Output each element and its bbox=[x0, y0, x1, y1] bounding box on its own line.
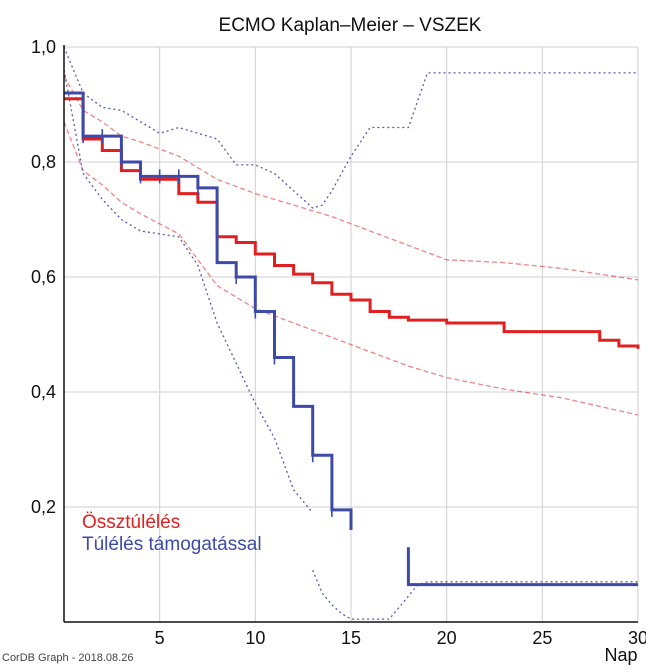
survival-curves bbox=[64, 91, 640, 587]
x-tick-label: 10 bbox=[245, 628, 265, 648]
ci-lower-tail-line bbox=[312, 570, 638, 620]
grid bbox=[64, 46, 639, 622]
legend-entry: Túlélés támogatással bbox=[82, 534, 262, 555]
x-tick-label: 20 bbox=[437, 628, 457, 648]
ci-upper-line bbox=[63, 46, 638, 209]
y-tick-label: 0,2 bbox=[31, 497, 56, 517]
y-tick-label: 0,8 bbox=[31, 152, 56, 172]
x-tick-label: 5 bbox=[155, 628, 165, 648]
confidence-bands bbox=[63, 46, 639, 620]
axes bbox=[63, 45, 638, 623]
support-survival-line bbox=[64, 91, 353, 530]
x-axis-label: Nap bbox=[604, 645, 637, 665]
x-tick-label: 15 bbox=[341, 628, 361, 648]
support-survival-tail bbox=[406, 547, 638, 587]
chart-title: ECMO Kaplan–Meier – VSZEK bbox=[219, 15, 482, 36]
tick-labels: 5 10 15 20 25 30 0,2 0,4 0,6 0,8 1,0 bbox=[31, 37, 646, 648]
overall-survival-line bbox=[64, 97, 640, 349]
y-tick-label: 0,4 bbox=[31, 382, 56, 402]
y-tick-label: 0,6 bbox=[31, 267, 56, 287]
ci-lower-line bbox=[63, 69, 314, 514]
ci-upper-line bbox=[63, 75, 639, 281]
footer-caption: CorDB Graph - 2018.08.26 bbox=[2, 652, 134, 664]
x-tick-label: 30 bbox=[628, 628, 646, 648]
x-tick-label: 25 bbox=[532, 628, 552, 648]
legend-entry: Össztúlélés bbox=[82, 512, 180, 533]
y-tick-label: 1,0 bbox=[31, 37, 56, 57]
